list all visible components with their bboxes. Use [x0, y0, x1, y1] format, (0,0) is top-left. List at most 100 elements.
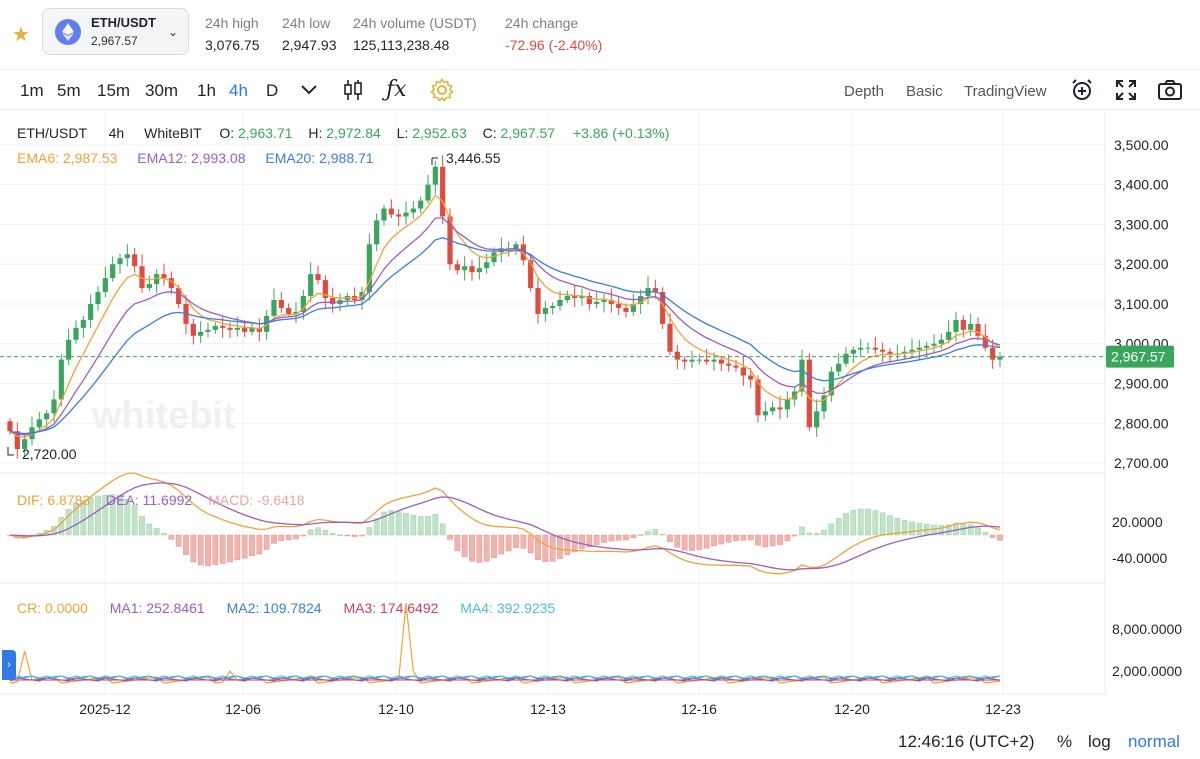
stat-24h-change: 24h change -72.96 (-2.40%)	[505, 12, 602, 56]
candle-body	[388, 208, 394, 215]
candle-body	[630, 303, 636, 312]
fullscreen-icon[interactable]	[1114, 78, 1138, 107]
time-axis-label: 12-13	[530, 701, 566, 717]
candle-body	[528, 260, 534, 289]
cr-axis-label: 2,000.0000	[1112, 663, 1182, 679]
candle-body	[784, 399, 790, 410]
candle-body	[938, 339, 944, 344]
macd-dif: DIF: 6.8783	[17, 492, 91, 508]
macd-histogram-bar	[615, 534, 622, 541]
macd-histogram-bar	[498, 534, 505, 555]
macd-histogram-bar	[102, 494, 109, 536]
screenshot-camera-icon[interactable]	[1157, 78, 1183, 107]
macd-histogram-bar	[945, 524, 952, 536]
view-basic[interactable]: Basic	[906, 83, 943, 100]
interval-1m[interactable]: 1m	[20, 81, 44, 100]
macd-histogram-bar	[608, 534, 615, 542]
candle-body	[638, 296, 644, 304]
candle-body	[139, 266, 145, 289]
chart-area[interactable]: 2025-12 12-06 12-10 12-13 12-16 12-20 12-23 3,5…	[0, 111, 1200, 731]
candle-body	[454, 264, 460, 271]
settings-gear-icon[interactable]	[430, 78, 454, 107]
indicators-fx-icon[interactable]: ƒx	[386, 77, 407, 102]
candle-body	[161, 274, 167, 279]
candle-body	[872, 347, 878, 350]
candle-body	[814, 411, 820, 428]
candle-body	[256, 327, 262, 332]
max-marker-tick	[431, 157, 438, 165]
more-intervals-chevron-icon[interactable]	[300, 78, 318, 105]
candle-body	[293, 311, 299, 314]
macd-histogram-bar	[909, 521, 915, 536]
interval-1h[interactable]: 1h	[197, 81, 216, 100]
macd-histogram-bar	[161, 533, 167, 536]
candle-body	[58, 359, 64, 400]
interval-4h[interactable]: 4h	[229, 81, 248, 100]
candle-body	[682, 359, 688, 362]
macd-histogram-bar	[403, 512, 409, 536]
macd-histogram-bar	[219, 534, 226, 564]
candle-body	[953, 319, 959, 332]
candle-body	[168, 278, 174, 289]
candle-body	[550, 305, 556, 308]
candle-body	[176, 288, 182, 304]
percent-scale-toggle[interactable]: %	[1057, 732, 1073, 751]
macd-histogram-bar	[865, 508, 871, 536]
cr-ma1: MA1: 252.8461	[109, 600, 205, 616]
candle-body	[902, 351, 908, 354]
chart-footer: 12:46:16 (UTC+2) % log normal	[0, 730, 1200, 759]
interval-30m[interactable]: 30m	[145, 81, 179, 100]
candle-body	[601, 300, 607, 302]
candle-body	[242, 327, 248, 332]
candle-body	[227, 327, 233, 330]
macd-histogram-bar	[351, 534, 358, 537]
clock-timezone[interactable]: 12:46:16 (UTC+2)	[898, 732, 1035, 751]
interval-15m[interactable]: 15m	[97, 81, 131, 100]
expand-panel-tab-icon[interactable]: ›	[2, 650, 16, 680]
legend-exchange: WhiteBIT	[144, 125, 202, 141]
candle-body	[931, 343, 937, 346]
macd-histogram-bar	[557, 534, 563, 559]
candle-body	[865, 347, 871, 349]
view-tradingview[interactable]: TradingView	[964, 83, 1047, 100]
interval-5m[interactable]: 5m	[57, 81, 81, 100]
pair-price: 2,967.57	[91, 33, 138, 48]
macd-histogram-bar	[975, 527, 981, 536]
favorite-star-icon[interactable]: ★	[12, 24, 30, 46]
legend-ema12: EMA12: 2,993.08	[137, 150, 246, 166]
log-scale-toggle[interactable]: log	[1088, 732, 1111, 751]
stat-value: 125,113,238.48	[353, 37, 450, 53]
alarm-add-icon[interactable]	[1070, 78, 1094, 107]
view-depth[interactable]: Depth	[844, 83, 885, 100]
macd-histogram-bar	[703, 534, 710, 549]
macd-histogram-bar	[432, 514, 439, 536]
price-axis-label: 2,800.00	[1114, 415, 1169, 431]
candle-body	[249, 327, 255, 332]
candlestick-type-icon[interactable]	[343, 78, 363, 107]
candle-body	[696, 359, 702, 361]
candle-body	[997, 356, 1003, 360]
chevron-down-icon: ⌄	[167, 25, 178, 39]
macd-dea: DEA: 11.6992	[106, 492, 193, 508]
candle-body	[843, 353, 849, 364]
macd-histogram-bar	[821, 529, 827, 536]
candle-body	[608, 300, 614, 304]
candle-body	[586, 296, 592, 304]
legend-low: 2,952.63	[412, 125, 467, 141]
price-chart[interactable]: 2025-12 12-06 12-10 12-13 12-16 12-20 12-23 3,5…	[0, 111, 1200, 731]
macd-histogram-bar	[293, 534, 299, 540]
macd-histogram-bar	[300, 534, 307, 537]
macd-histogram-bar	[80, 499, 87, 536]
candle-body	[748, 375, 754, 380]
pair-selector[interactable]: ETH/USDT 2,967.57 ⌄	[42, 8, 189, 55]
macd-histogram-bar	[131, 505, 138, 536]
stat-24h-volume: 24h volume (USDT) 125,113,238.48	[353, 12, 477, 56]
macd-histogram-bar	[667, 534, 673, 542]
legend-open: 2,963.71	[237, 125, 293, 141]
chart-toolbar: 1m 5m 15m 30m 1h 4h D ƒx Depth Basic Tra…	[0, 72, 1200, 110]
candle-body	[190, 323, 196, 336]
normal-scale-toggle[interactable]: normal	[1128, 732, 1180, 751]
macd-histogram-bar	[725, 534, 732, 543]
interval-d[interactable]: D	[266, 81, 279, 100]
cr-line	[9, 602, 1001, 684]
